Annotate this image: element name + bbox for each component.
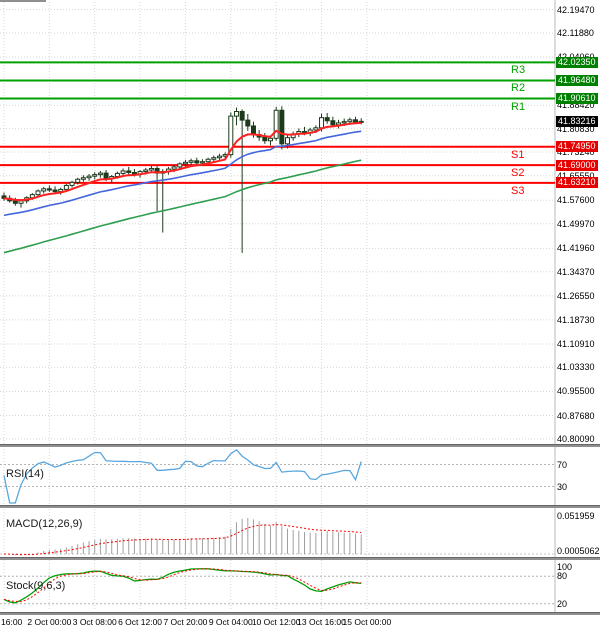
- macd-panel-label: MACD(12,26,9): [6, 518, 83, 530]
- candle-body: [171, 166, 177, 170]
- candle-body: [216, 155, 222, 159]
- candle-body: [313, 127, 319, 131]
- candle-body: [199, 161, 205, 164]
- macd-signal-line: [3, 524, 362, 556]
- scroll-indicator: [0, 0, 46, 2]
- panel-separator-stoch-time[interactable]: [0, 612, 600, 615]
- candle-body: [188, 160, 194, 163]
- rsi-line: [3, 448, 362, 504]
- candle-body: [75, 178, 81, 183]
- stoch-signal-line: [3, 568, 362, 603]
- candle-body: [285, 137, 290, 145]
- candle-body: [92, 174, 98, 177]
- candle-body: [46, 188, 52, 191]
- candle-body: [148, 167, 154, 171]
- candle-body: [341, 121, 347, 124]
- candle-body: [63, 184, 69, 190]
- candle-body: [131, 171, 137, 175]
- candle-body: [239, 110, 245, 121]
- candle-body: [330, 120, 336, 126]
- panel-separator-main-rsi[interactable]: [0, 444, 600, 447]
- candle-body: [35, 190, 41, 196]
- candle-body: [279, 109, 285, 145]
- candle-body: [250, 125, 256, 136]
- candle-body: [228, 115, 234, 156]
- candle-body: [86, 175, 92, 179]
- candle-body: [126, 170, 132, 173]
- candle-body: [233, 110, 239, 117]
- candle-body: [353, 119, 359, 123]
- candle-body: [177, 163, 183, 168]
- candle-body: [103, 172, 109, 180]
- candle-body: [211, 157, 217, 160]
- slow-ma-line: [3, 159, 362, 254]
- candle-body: [80, 177, 86, 180]
- candle-body: [182, 161, 188, 165]
- panel-separator-rsi-macd[interactable]: [0, 505, 600, 508]
- candle-body: [324, 117, 330, 122]
- fast-ma-line: [3, 121, 362, 202]
- candle-body: [143, 169, 149, 173]
- candle-body: [358, 120, 364, 123]
- candle-body: [69, 181, 75, 186]
- candle-body: [347, 119, 353, 123]
- stoch-main-line: [3, 568, 362, 604]
- candle-body: [120, 170, 126, 174]
- candle-body: [273, 109, 279, 139]
- candle-body: [205, 158, 211, 163]
- panel-separator-macd-stoch[interactable]: [0, 557, 600, 560]
- candle-body: [319, 117, 325, 129]
- candle-body: [267, 137, 273, 142]
- candle-body: [52, 189, 58, 193]
- candle-body: [18, 200, 24, 204]
- mid-ma-line: [3, 130, 362, 217]
- candle-body: [245, 119, 251, 127]
- candle-body: [262, 136, 268, 142]
- candle-body: [194, 160, 200, 164]
- rsi-panel-label: RSI(14): [6, 468, 44, 480]
- candle-body: [1, 195, 7, 199]
- candle-body: [114, 172, 120, 177]
- stoch-panel-label: Stock(9,6,3): [6, 580, 66, 592]
- candle-body: [41, 188, 47, 192]
- candle-body: [12, 200, 18, 204]
- candle-body: [97, 172, 103, 176]
